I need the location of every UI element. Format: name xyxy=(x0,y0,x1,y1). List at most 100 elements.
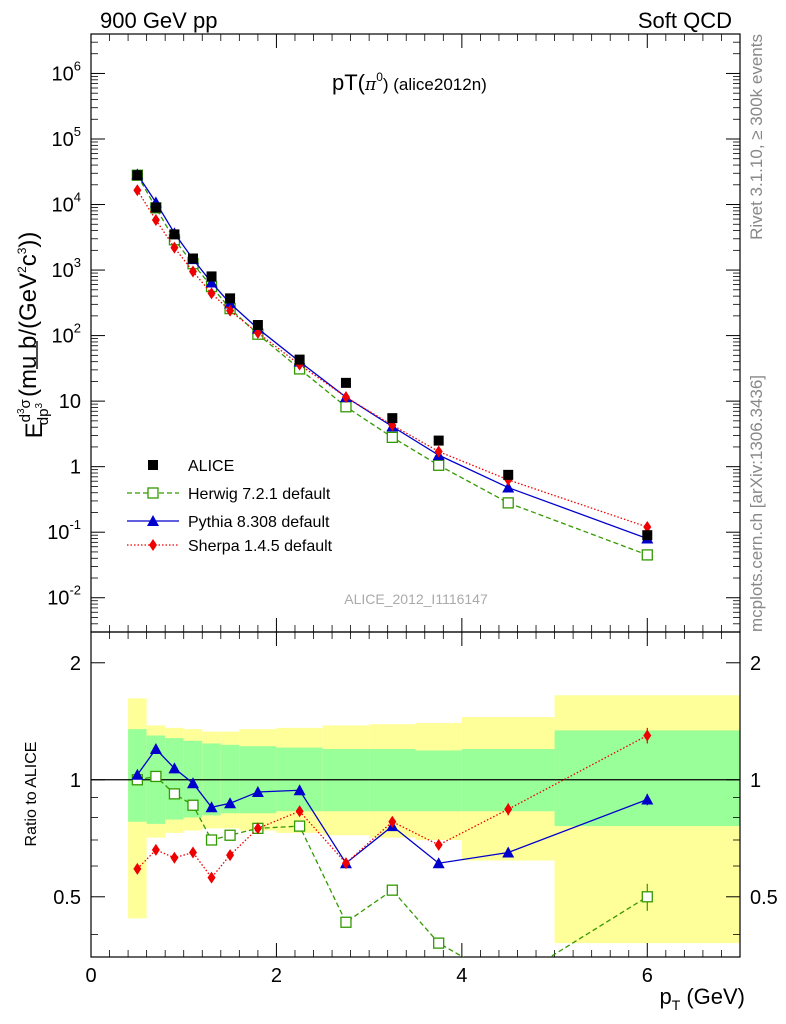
legend-marker-sherpa xyxy=(149,539,157,551)
main-point-alice xyxy=(225,293,236,304)
legend-label-alice: ALICE xyxy=(188,458,234,475)
ratio-y-tick-label: 0.5 xyxy=(53,887,81,909)
main-point-alice xyxy=(340,377,351,388)
ylabel-E: E xyxy=(21,422,48,438)
legend-item-alice: ALICE xyxy=(148,458,234,475)
legend-label-sherpa: Sherpa 1.4.5 default xyxy=(188,538,333,555)
ratio-point-sherpa xyxy=(504,803,513,816)
ratio-point-sherpa xyxy=(253,822,262,835)
plot-title: pT(π0) (alice2012n) xyxy=(332,70,487,95)
analysis-watermark: ALICE_2012_I1116147 xyxy=(344,591,488,607)
ratio-point-pythia xyxy=(251,786,264,798)
ratio-point-sherpa xyxy=(151,843,160,856)
rivet-version-text: Rivet 3.1.10, ≥ 300k events xyxy=(747,34,766,240)
legend-item-herwig: Herwig 7.2.1 default xyxy=(127,486,331,503)
plot-title-main: pT( xyxy=(332,70,366,95)
main-point-pythia xyxy=(502,481,515,493)
header-left: 900 GeV pp xyxy=(100,8,217,33)
main-y-tick-label: 10-2 xyxy=(47,583,81,610)
ratio-point-pythia xyxy=(502,846,515,858)
main-point-alice xyxy=(187,253,198,264)
main-point-sherpa xyxy=(170,241,179,254)
ratio-point-sherpa xyxy=(170,851,179,864)
svg-text:Ed3σdp3(mu b/(GeV2c3)): Ed3σdp3(mu b/(GeV2c3)) xyxy=(15,232,52,439)
ratio-point-herwig xyxy=(641,891,653,903)
main-point-herwig xyxy=(433,459,445,471)
xlabel-unit: (GeV) xyxy=(686,984,745,1009)
ratio-point-herwig xyxy=(168,788,181,800)
ratio-point-herwig xyxy=(150,770,162,783)
ratio-band-green xyxy=(554,730,740,827)
ylabel-close: )) xyxy=(15,232,42,248)
main-point-sherpa xyxy=(207,287,216,300)
legend-item-sherpa: Sherpa 1.4.5 default xyxy=(127,538,333,555)
main-point-alice xyxy=(132,170,143,181)
ratio-point-sherpa xyxy=(133,862,142,875)
ratio-series-group xyxy=(131,727,654,957)
main-y-tick-label: 106 xyxy=(52,58,81,85)
main-line-sherpa xyxy=(136,189,648,528)
main-point-alice xyxy=(642,530,653,541)
ylabel-three: 3 xyxy=(16,408,27,414)
plot-title-tail: ) (alice2012n) xyxy=(383,75,487,94)
ratio-y-tick-label-right: 2 xyxy=(750,653,761,675)
ratio-point-pythia xyxy=(293,784,306,796)
ratio-point-pythia xyxy=(641,793,654,805)
ratio-point-pythia xyxy=(205,801,218,813)
legend: ALICE Herwig 7.2.1 default Pythia 8.308 … xyxy=(127,458,333,555)
ratio-point-herwig xyxy=(293,820,306,832)
ratio-panel: 0.5 0.5 1 1 2 2 0 2 4 6 xyxy=(53,631,778,987)
main-panel: 10-2 10-1 1 10 102 103 104 105 106 xyxy=(47,33,741,633)
ylabel-p3: 3 xyxy=(34,403,45,409)
main-panel-data xyxy=(131,168,654,561)
ratio-y-tick-label-right: 0.5 xyxy=(750,887,778,909)
main-point-herwig xyxy=(340,401,352,413)
ratio-point-pythia xyxy=(224,797,237,809)
legend-item-pythia: Pythia 8.308 default xyxy=(127,514,330,531)
main-point-alice xyxy=(294,354,305,365)
ratio-point-sherpa xyxy=(388,815,397,828)
ratio-point-pythia xyxy=(432,857,445,869)
main-point-herwig xyxy=(641,549,653,561)
legend-marker-herwig xyxy=(147,487,159,499)
ylabel-c: c xyxy=(15,254,42,266)
main-line-pythia xyxy=(136,174,648,540)
ylabel-sigma: σ xyxy=(17,398,34,408)
plot-title-symbol: π xyxy=(364,75,377,95)
main-point-sherpa xyxy=(151,214,160,227)
ratio-point-pythia xyxy=(186,777,199,789)
ratio-panel-data xyxy=(131,727,654,957)
main-point-sherpa xyxy=(341,391,350,404)
legend-label-pythia: Pythia 8.308 default xyxy=(188,514,330,531)
ratio-band-green xyxy=(220,744,240,814)
ratio-point-herwig xyxy=(340,916,352,928)
ratio-y-axis-label: Ratio to ALICE xyxy=(23,742,40,847)
ratio-band-green xyxy=(165,738,184,820)
main-y-tick-label: 10-1 xyxy=(47,517,81,544)
main-point-alice xyxy=(206,271,217,282)
ratio-point-herwig xyxy=(205,834,218,846)
ratio-y-tick-label-right: 1 xyxy=(750,770,761,792)
main-point-sherpa xyxy=(226,304,235,317)
x-tick-label: 0 xyxy=(85,965,96,987)
ylabel-units-sup2: 2 xyxy=(15,266,29,273)
ratio-frame-box xyxy=(90,631,741,958)
main-y-tick-label: 105 xyxy=(52,124,81,151)
ratio-y-tick-label: 1 xyxy=(70,770,81,792)
header-right: Soft QCD xyxy=(638,8,732,33)
main-point-sherpa xyxy=(133,184,142,197)
main-point-sherpa xyxy=(188,265,197,278)
main-point-alice xyxy=(433,435,444,446)
ratio-point-sherpa xyxy=(226,849,235,862)
ratio-point-sherpa xyxy=(341,857,350,870)
ratio-point-herwig xyxy=(386,884,398,896)
main-point-alice xyxy=(503,469,514,480)
main-y-tick-label: 1 xyxy=(70,457,81,479)
main-y-axis-label: Ed3σdp3(mu b/(GeV2c3)) xyxy=(15,232,52,439)
main-y-tick-label: 102 xyxy=(52,321,81,348)
ratio-point-pythia xyxy=(131,768,144,780)
mcplots-credit-text: mcplots.cern.ch [arXiv:1306.3436] xyxy=(747,375,766,632)
main-point-alice xyxy=(150,202,161,213)
main-y-tick-label: 10 xyxy=(59,391,81,413)
x-tick-label: 4 xyxy=(456,965,467,987)
